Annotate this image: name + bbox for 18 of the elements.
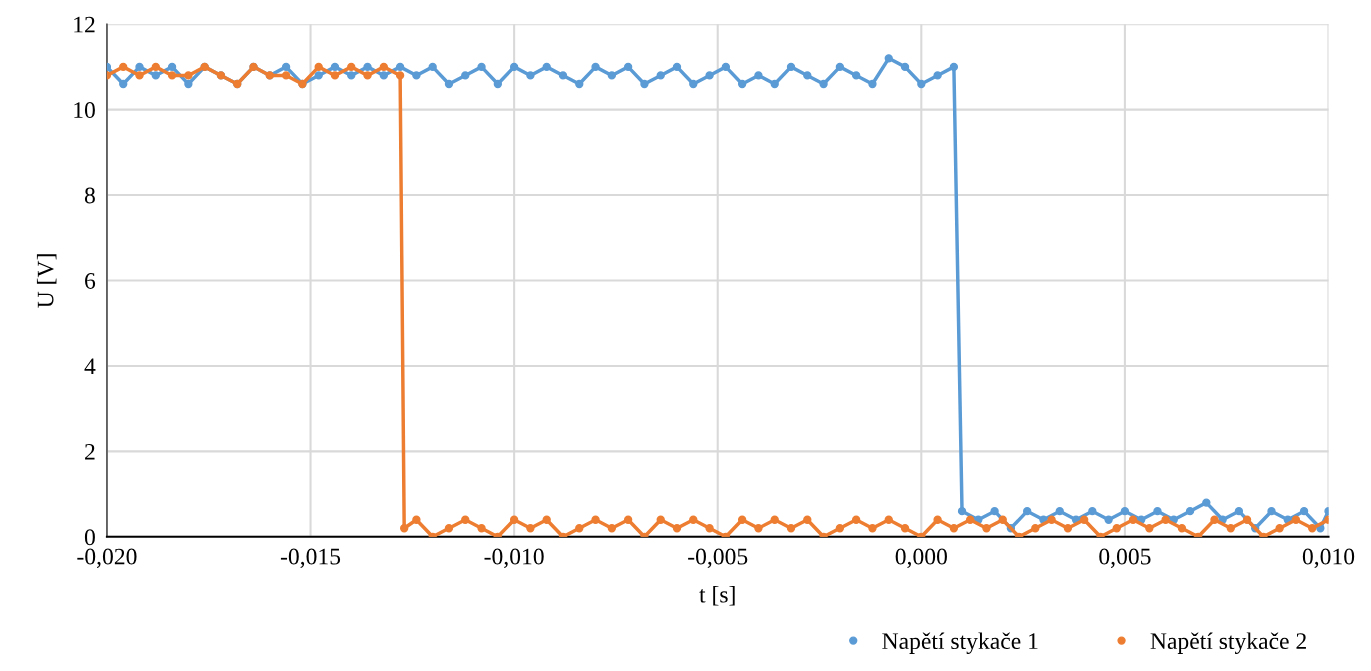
legend-label: Napětí stykače 1 [882, 632, 1038, 654]
x-tick-label: 0,005 [1099, 548, 1151, 568]
y-tick-label: 12 [74, 16, 95, 33]
y-tick-label: 2 [85, 443, 95, 460]
y-tick-label: 6 [85, 273, 96, 289]
x-tick-label: -0,010 [484, 548, 544, 568]
y-tick-label: 0 [84, 529, 95, 546]
x-tick-label: -0,005 [688, 548, 748, 568]
x-tick-label: -0,015 [280, 548, 341, 568]
x-tick-label: -0,020 [77, 548, 137, 568]
y-tick-label: 10 [74, 102, 95, 119]
x-axis-title: t [s] [699, 585, 735, 606]
legend-label: Napětí stykače 2 [1150, 632, 1306, 654]
y-tick-label: 8 [84, 187, 95, 204]
y-axis-title: U [V] [36, 254, 57, 308]
x-tick-label: 0,000 [895, 548, 947, 568]
y-tick-label: 4 [84, 358, 96, 375]
x-tick-label: 0,010 [1302, 548, 1355, 568]
